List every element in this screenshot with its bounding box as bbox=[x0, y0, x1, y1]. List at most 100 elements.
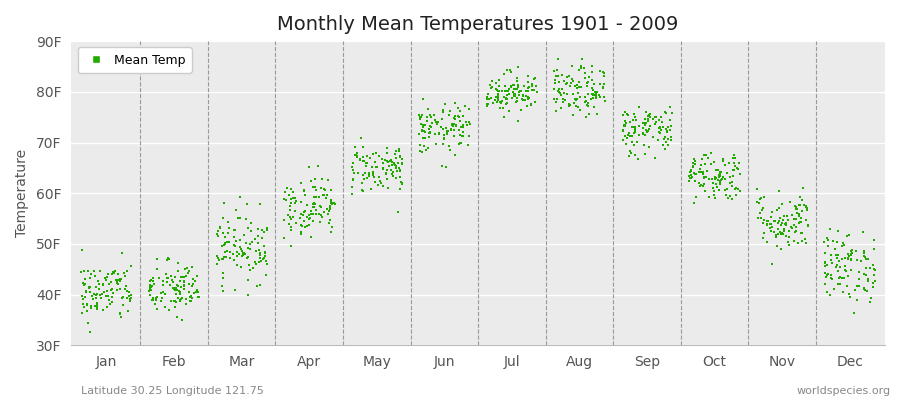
Point bbox=[493, 99, 508, 105]
Point bbox=[512, 89, 526, 96]
Point bbox=[839, 268, 853, 274]
Point bbox=[761, 218, 776, 224]
Point bbox=[412, 131, 427, 138]
Point bbox=[222, 238, 237, 245]
Point bbox=[842, 291, 856, 298]
Point bbox=[167, 298, 182, 305]
Point bbox=[714, 176, 728, 183]
Point bbox=[718, 162, 733, 168]
Point bbox=[526, 76, 541, 82]
Point bbox=[716, 156, 731, 163]
Point bbox=[366, 151, 381, 157]
Point bbox=[724, 178, 739, 185]
Point bbox=[121, 308, 135, 314]
Point bbox=[234, 246, 248, 252]
Point bbox=[417, 128, 431, 134]
Point bbox=[451, 113, 465, 119]
Point bbox=[394, 160, 409, 166]
Point bbox=[662, 117, 677, 123]
Point bbox=[238, 232, 252, 238]
Point bbox=[230, 249, 245, 255]
Point bbox=[380, 145, 394, 152]
Point bbox=[704, 161, 718, 167]
Point bbox=[596, 85, 610, 91]
Point bbox=[698, 180, 712, 187]
Point bbox=[413, 114, 428, 120]
Point bbox=[550, 67, 564, 73]
Point bbox=[496, 105, 510, 112]
Point bbox=[570, 82, 584, 88]
Point bbox=[94, 291, 109, 297]
Point bbox=[257, 243, 272, 250]
Point bbox=[482, 96, 497, 103]
Point bbox=[597, 70, 611, 76]
Point bbox=[147, 281, 161, 287]
Point bbox=[164, 298, 178, 304]
Point bbox=[179, 296, 194, 302]
Point bbox=[793, 194, 807, 200]
Point bbox=[797, 202, 812, 208]
Point bbox=[177, 278, 192, 284]
Point bbox=[382, 162, 396, 169]
Point bbox=[503, 67, 517, 74]
Point bbox=[218, 249, 232, 255]
Point bbox=[428, 131, 443, 137]
Point bbox=[166, 286, 181, 292]
Point bbox=[148, 300, 162, 307]
Point bbox=[574, 84, 589, 90]
Point bbox=[257, 249, 272, 255]
Point bbox=[495, 88, 509, 94]
Point bbox=[190, 286, 204, 293]
Point bbox=[371, 182, 385, 188]
Point bbox=[288, 200, 302, 206]
Point bbox=[726, 166, 741, 173]
Point bbox=[76, 268, 91, 274]
Point bbox=[211, 255, 225, 262]
Point bbox=[278, 188, 293, 195]
Point bbox=[554, 105, 568, 112]
Point bbox=[298, 208, 312, 214]
Point bbox=[432, 131, 446, 138]
Point bbox=[217, 200, 231, 206]
Point bbox=[867, 272, 881, 278]
Point bbox=[778, 221, 792, 227]
Point bbox=[726, 167, 741, 173]
Point bbox=[765, 209, 779, 215]
Point bbox=[556, 78, 571, 85]
Point bbox=[526, 83, 540, 90]
Point bbox=[521, 79, 535, 85]
Point bbox=[358, 169, 373, 176]
Point bbox=[121, 268, 135, 274]
Point bbox=[109, 277, 123, 284]
Point bbox=[283, 214, 297, 220]
Point bbox=[392, 148, 406, 154]
Point bbox=[315, 213, 329, 220]
Point bbox=[785, 212, 799, 218]
Point bbox=[522, 95, 536, 102]
Point bbox=[628, 124, 643, 130]
Point bbox=[447, 132, 462, 139]
Point bbox=[302, 212, 316, 218]
Point bbox=[212, 257, 226, 263]
Point bbox=[648, 120, 662, 127]
Point bbox=[356, 180, 370, 187]
Point bbox=[867, 237, 881, 244]
Point bbox=[643, 111, 657, 117]
Point bbox=[243, 266, 257, 273]
Point bbox=[589, 95, 603, 101]
Point bbox=[688, 171, 702, 178]
Point bbox=[375, 165, 390, 171]
Point bbox=[143, 276, 157, 283]
Point bbox=[389, 164, 403, 171]
Point bbox=[220, 238, 234, 245]
Point bbox=[728, 155, 742, 161]
Point bbox=[574, 65, 589, 72]
Point bbox=[178, 265, 193, 272]
Point bbox=[158, 291, 172, 297]
Point bbox=[764, 227, 778, 234]
Point bbox=[841, 255, 855, 262]
Point bbox=[493, 105, 508, 111]
Point bbox=[866, 280, 880, 286]
Point bbox=[169, 291, 184, 297]
Point bbox=[788, 203, 802, 210]
